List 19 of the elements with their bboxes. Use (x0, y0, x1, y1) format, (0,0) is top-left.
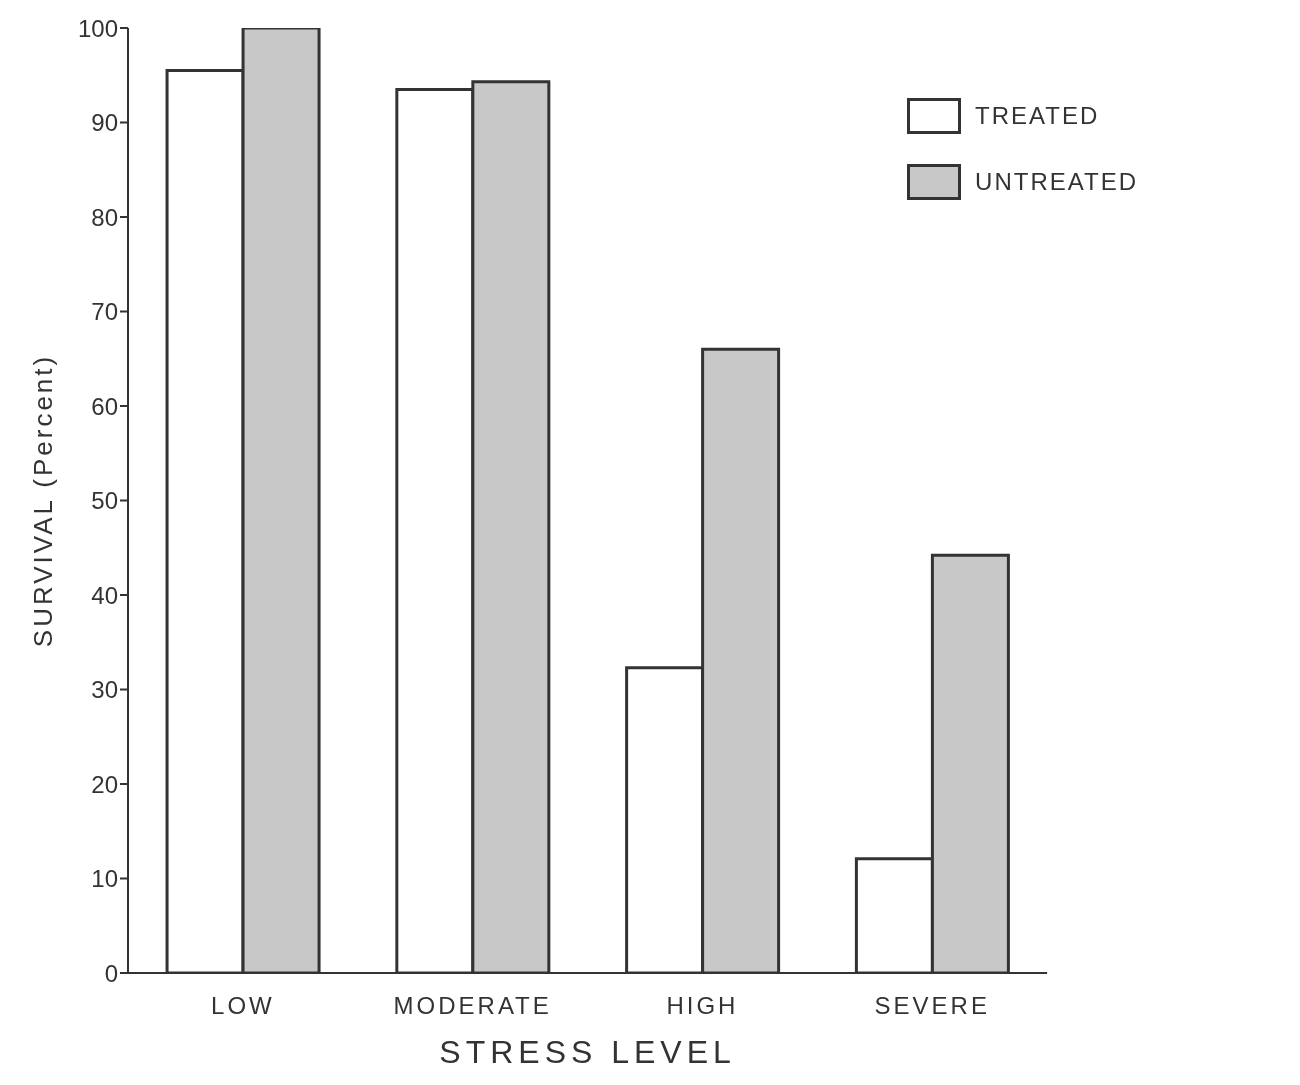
x-tick-label: SEVERE (874, 992, 990, 1020)
y-tick-label: 80 (91, 203, 118, 231)
y-tick-label: 30 (91, 676, 118, 704)
y-tick-label: 0 (104, 959, 118, 987)
y-tick-label: 100 (77, 14, 118, 42)
y-tick-label: 50 (91, 487, 118, 515)
y-tick-label: 40 (91, 581, 118, 609)
y-tick-label: 10 (91, 865, 118, 893)
x-tick-label: MODERATE (393, 992, 552, 1020)
y-tick-label: 90 (91, 109, 118, 137)
legend-label: UNTREATED (975, 168, 1138, 196)
y-axis-title: SURVIVAL (Percent) (28, 353, 59, 648)
y-tick-label: 70 (91, 298, 118, 326)
x-axis-title: STRESS LEVEL (439, 1034, 736, 1070)
y-tick-label: 20 (91, 770, 118, 798)
legend-label: TREATED (975, 102, 1100, 130)
y-tick-label: 60 (91, 392, 118, 420)
x-tick-label: HIGH (666, 992, 739, 1020)
x-tick-label: LOW (211, 992, 275, 1020)
